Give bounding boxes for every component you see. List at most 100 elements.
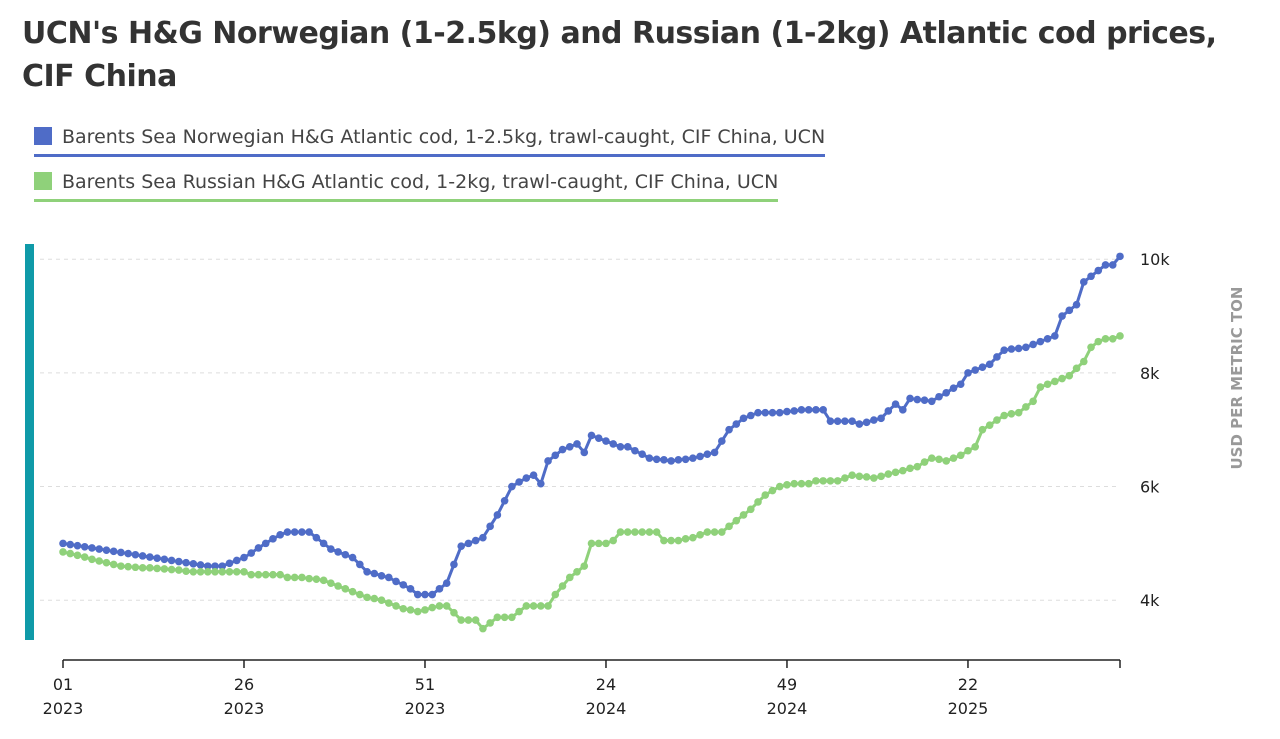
data-point	[80, 542, 89, 551]
data-point	[681, 535, 690, 543]
data-point	[66, 549, 75, 558]
data-point	[594, 539, 603, 548]
data-point	[667, 457, 675, 465]
legend-label: Barents Sea Norwegian H&G Atlantic cod, …	[62, 126, 826, 148]
data-point	[435, 602, 444, 610]
data-point	[667, 536, 675, 545]
legend-entry: Barents Sea Norwegian H&G Atlantic cod, …	[34, 126, 826, 157]
data-point	[1007, 345, 1016, 353]
data-point	[464, 616, 473, 624]
data-point	[855, 472, 864, 481]
data-point	[59, 539, 67, 548]
data-point	[471, 536, 480, 545]
data-point	[920, 458, 929, 466]
data-point	[312, 575, 321, 583]
data-point	[109, 560, 118, 569]
data-point	[225, 559, 234, 568]
data-point	[703, 528, 712, 536]
data-point	[1065, 371, 1074, 380]
data-point	[102, 546, 111, 555]
data-point	[124, 549, 132, 558]
data-point	[710, 448, 719, 457]
data-point	[1036, 383, 1045, 391]
data-point	[652, 455, 661, 464]
data-point	[138, 564, 147, 572]
data-point	[631, 528, 639, 536]
data-point	[573, 567, 581, 576]
data-point	[1080, 357, 1088, 366]
data-point	[363, 593, 371, 602]
data-point	[609, 536, 618, 545]
data-point	[826, 417, 835, 425]
data-point	[247, 570, 256, 579]
x-tick-label: 24 2024	[586, 675, 627, 718]
data-point	[370, 569, 379, 578]
data-point	[877, 472, 885, 481]
data-point	[645, 528, 654, 536]
data-point	[956, 380, 965, 389]
data-point	[464, 539, 473, 548]
data-point	[153, 554, 161, 562]
data-point	[175, 566, 183, 574]
data-point	[413, 607, 422, 616]
data-point	[927, 397, 936, 406]
data-point	[1051, 332, 1059, 340]
data-point	[175, 557, 183, 566]
data-point	[935, 392, 943, 401]
data-point	[594, 434, 603, 443]
data-point	[884, 407, 893, 415]
data-point	[1101, 334, 1110, 343]
data-point	[971, 442, 980, 451]
x-tick-label: 51 2023	[405, 675, 446, 718]
data-point	[660, 536, 668, 545]
data-point	[833, 417, 842, 425]
data-point	[283, 528, 292, 536]
data-point	[515, 478, 523, 486]
data-point	[124, 562, 132, 571]
data-point	[848, 471, 856, 479]
data-point	[587, 539, 596, 548]
data-point	[775, 408, 784, 417]
data-point	[985, 421, 994, 429]
data-point	[88, 544, 96, 552]
data-point	[305, 528, 313, 536]
data-point	[739, 511, 748, 519]
data-point	[109, 547, 118, 556]
data-point	[1087, 343, 1095, 352]
data-point	[775, 482, 784, 491]
data-point	[356, 560, 364, 569]
data-point	[182, 567, 190, 576]
data-point	[949, 384, 958, 393]
data-point	[1058, 312, 1066, 320]
data-point	[906, 394, 914, 403]
data-point	[529, 602, 538, 610]
data-point	[1094, 337, 1103, 346]
data-point	[334, 548, 342, 556]
data-point	[797, 479, 806, 488]
data-point	[891, 400, 900, 408]
data-point	[718, 528, 726, 536]
data-point	[870, 416, 878, 424]
data-point	[290, 573, 299, 582]
y-tick-label: 10k	[1140, 250, 1170, 269]
data-point	[783, 481, 791, 489]
data-point	[609, 440, 618, 448]
data-point	[493, 511, 502, 519]
data-point	[1043, 334, 1052, 343]
data-point	[406, 585, 415, 593]
data-point	[812, 477, 820, 485]
y-axis-label: USD PER METRIC TON	[1228, 287, 1246, 470]
data-point	[558, 582, 567, 590]
legend-swatch	[34, 127, 52, 145]
data-point	[203, 567, 212, 576]
data-point	[269, 535, 277, 543]
data-point	[348, 587, 357, 596]
data-point	[1014, 408, 1023, 417]
data-point	[399, 581, 408, 589]
data-point	[413, 590, 422, 599]
data-point	[298, 528, 306, 536]
data-point	[117, 562, 125, 570]
data-point	[1116, 332, 1124, 340]
data-point	[768, 486, 777, 495]
